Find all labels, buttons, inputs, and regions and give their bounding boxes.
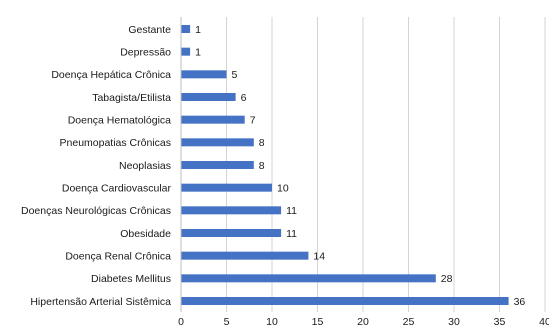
category-labels: Gestante Depressão Doença Hepática Crônica… <box>21 24 172 308</box>
x-tick-label: 30 <box>448 316 460 328</box>
category-label: Depressão <box>120 46 171 58</box>
category-label: Diabetes Mellitus <box>91 273 171 285</box>
data-label: 8 <box>259 160 265 172</box>
x-tick-label: 35 <box>494 316 506 328</box>
category-label: Hipertensão Arterial Sistêmica <box>30 296 171 308</box>
data-label: 7 <box>250 114 256 126</box>
bars <box>181 25 509 305</box>
bar <box>181 251 309 260</box>
x-tick-label: 25 <box>403 316 415 328</box>
x-tick-label: 15 <box>312 316 324 328</box>
data-label: 1 <box>195 46 201 58</box>
bar <box>181 70 227 79</box>
bar <box>181 161 254 169</box>
bar <box>181 25 191 33</box>
data-label: 8 <box>259 137 265 149</box>
data-label: 36 <box>514 296 526 308</box>
data-label: 11 <box>286 205 297 217</box>
category-label: Neoplasias <box>119 160 171 172</box>
bar <box>181 138 254 147</box>
x-tick-label: 10 <box>266 316 278 328</box>
bar <box>181 274 436 283</box>
category-label: Obesidade <box>120 228 171 240</box>
bar <box>181 297 509 305</box>
x-tick-label: 40 <box>539 316 549 328</box>
bar <box>181 229 282 237</box>
data-label: 10 <box>277 182 289 194</box>
bar <box>181 183 272 192</box>
category-label: Doenças Neurológicas Crônicas <box>21 205 171 217</box>
gridlines <box>180 17 546 312</box>
data-label: 11 <box>286 228 297 240</box>
bar <box>181 115 245 124</box>
bar <box>181 206 282 215</box>
category-label: Gestante <box>128 24 171 36</box>
category-label: Tabagista/Etilista <box>92 92 171 104</box>
category-label: Doença Hepática Crônica <box>51 69 171 81</box>
data-label: 5 <box>232 69 238 81</box>
data-label: 1 <box>195 24 201 36</box>
x-tick-label: 20 <box>357 316 369 328</box>
data-label: 14 <box>313 250 325 262</box>
bar <box>181 47 191 56</box>
bar <box>181 93 236 101</box>
x-tick-label: 5 <box>224 316 230 328</box>
data-label: 28 <box>441 273 453 285</box>
x-tick-label: 0 <box>178 316 184 328</box>
category-label: Doença Renal Crônica <box>65 250 171 262</box>
category-label: Pneumopatias Crônicas <box>60 137 171 149</box>
data-label: 6 <box>241 92 247 104</box>
x-axis-ticks: 0 5 10 15 20 25 30 35 40 <box>178 316 549 328</box>
category-label: Doença Hematológica <box>68 114 171 126</box>
category-label: Doença Cardiovascular <box>62 182 172 194</box>
